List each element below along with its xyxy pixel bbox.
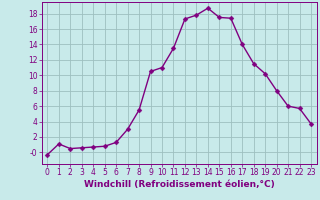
X-axis label: Windchill (Refroidissement éolien,°C): Windchill (Refroidissement éolien,°C) (84, 180, 275, 189)
